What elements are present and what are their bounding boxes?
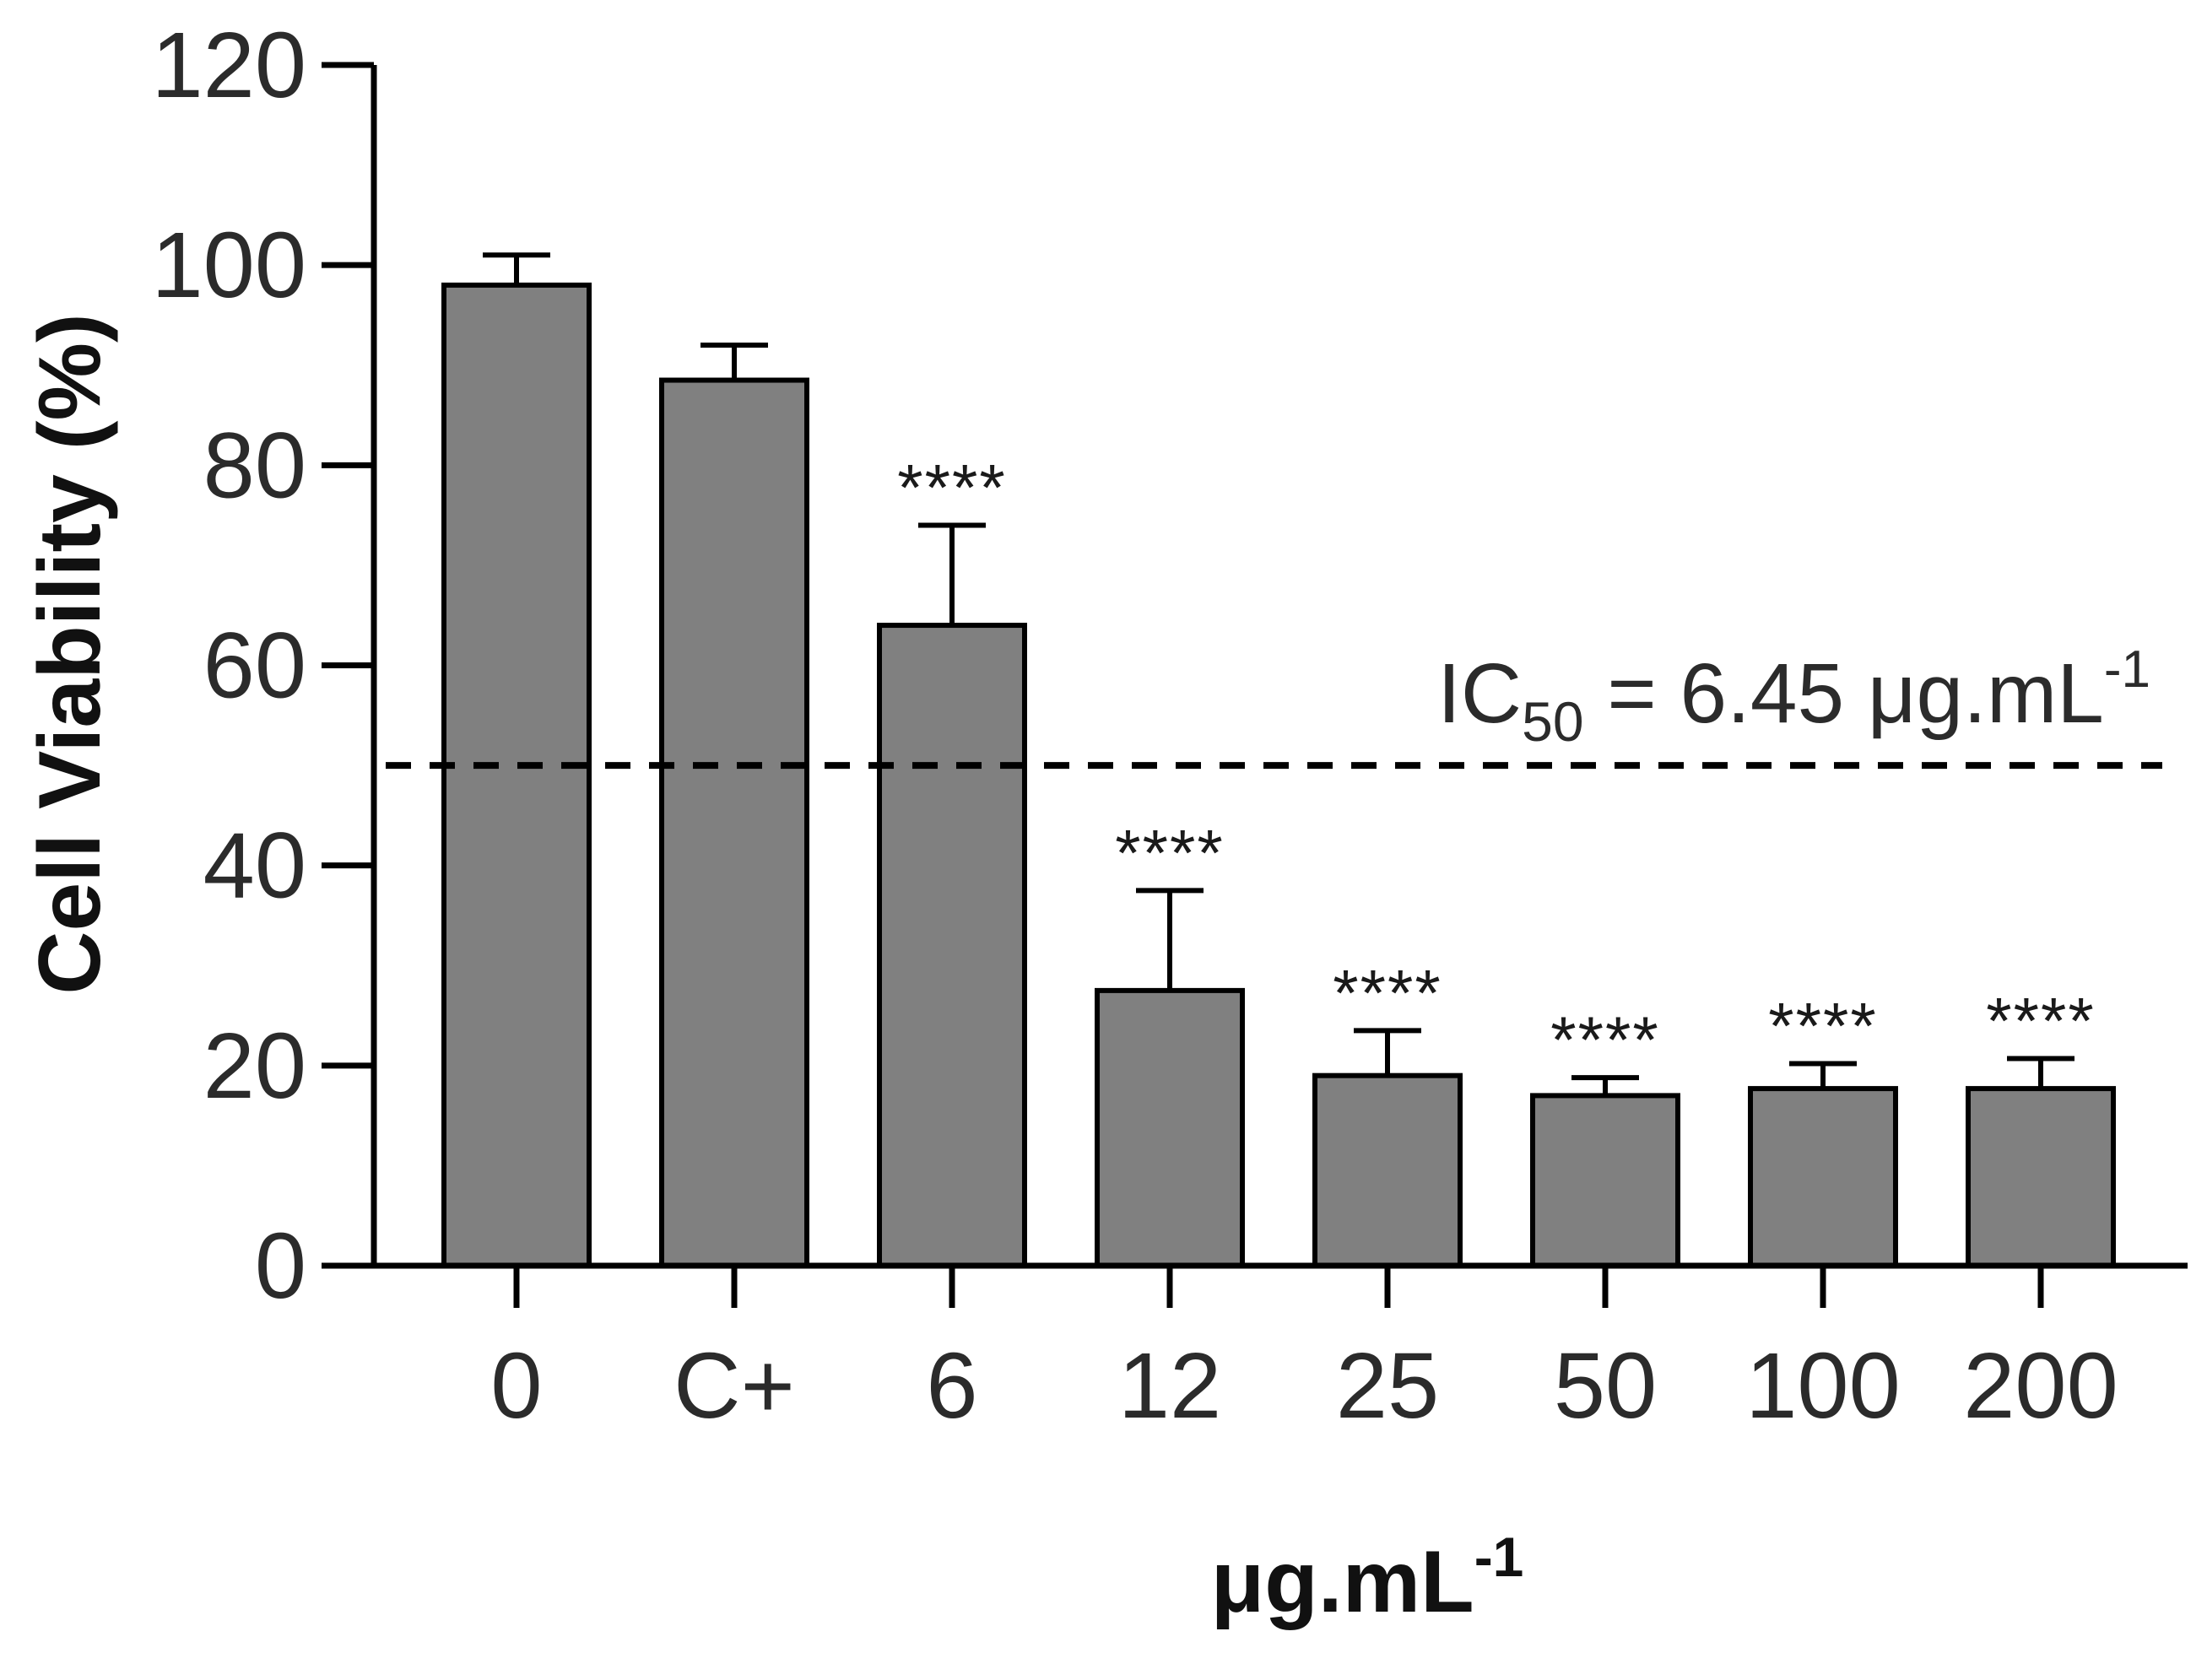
bar-6 xyxy=(1748,1086,1898,1269)
x-tick-label-4: 25 xyxy=(1336,1334,1439,1438)
x-tick-label-3: 12 xyxy=(1118,1334,1221,1438)
significance-label-7: **** xyxy=(1986,984,2095,1058)
x-tick-label-5: 50 xyxy=(1554,1334,1657,1438)
bar-1 xyxy=(659,377,809,1269)
bar-2 xyxy=(877,623,1027,1268)
ic50-superscript: -1 xyxy=(2104,640,2150,699)
y-tick-label-120: 120 xyxy=(151,14,306,117)
bar-7 xyxy=(1966,1086,2116,1269)
x-tick-label-7: 200 xyxy=(1963,1334,2118,1438)
significance-label-6: **** xyxy=(1768,988,1877,1062)
y-tick-label-20: 20 xyxy=(203,1014,306,1118)
bars-group xyxy=(441,282,2116,1269)
y-tick-label-0: 0 xyxy=(255,1214,306,1318)
bar-5 xyxy=(1530,1093,1680,1268)
bar-4 xyxy=(1312,1072,1463,1268)
x-tick-label-0: 0 xyxy=(490,1334,542,1438)
x-tick-label-6: 100 xyxy=(1745,1334,1901,1438)
ic50-annotation: IC50 = 6.45 μg.mL-1 xyxy=(1437,640,2150,753)
bar-3 xyxy=(1095,987,1245,1269)
ic50-subscript: 50 xyxy=(1522,690,1583,753)
x-tick-label-2: 6 xyxy=(926,1334,977,1438)
x-axis: 0 C+ 6 12 25 50 100 200 xyxy=(371,1262,2188,1438)
ic50-value: = 6.45 μg.mL xyxy=(1584,646,2104,741)
x-axis-title-main: μg.mL xyxy=(1211,1533,1474,1631)
y-axis-title: Cell Viability (%) xyxy=(21,313,119,994)
significance-label-5: **** xyxy=(1550,1002,1659,1077)
significance-label-4: **** xyxy=(1333,955,1442,1029)
x-tick-label-1: C+ xyxy=(673,1334,795,1438)
y-tick-label-40: 40 xyxy=(203,814,306,918)
y-tick-label-60: 60 xyxy=(203,614,306,718)
x-axis-title-superscript: -1 xyxy=(1474,1526,1524,1588)
y-tick-label-80: 80 xyxy=(203,413,306,517)
significance-labels-group: **** **** **** **** **** **** xyxy=(897,450,2095,1077)
y-tick-label-100: 100 xyxy=(151,213,306,317)
significance-label-2: **** xyxy=(897,450,1006,524)
y-axis: 0 20 40 60 80 100 120 xyxy=(151,14,377,1318)
significance-label-3: **** xyxy=(1115,815,1224,889)
x-axis-title: μg.mL-1 xyxy=(1211,1526,1524,1631)
error-bars-group xyxy=(483,252,2074,1096)
bar-0 xyxy=(441,282,592,1269)
ic50-prefix: IC xyxy=(1437,646,1522,741)
